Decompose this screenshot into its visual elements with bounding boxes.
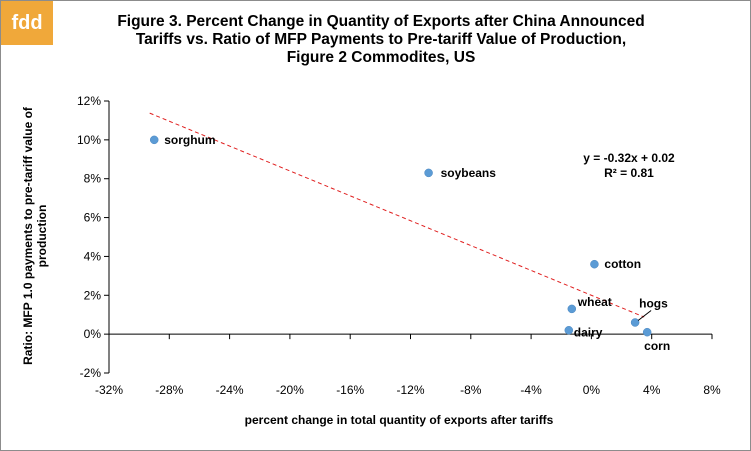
x-tick-label: -24% [216,383,244,397]
x-tick-label: -12% [396,383,424,397]
x-tick-label: 4% [643,383,661,397]
y-tick-label: 4% [84,249,102,263]
x-axis: -32% -28% -24% -20% -16% -12% -8% -4% 0% 4% 8% [95,333,721,397]
point-label-hogs: hogs [639,296,668,310]
fdd-logo: fdd [1,1,53,45]
y-axis-title-line-1: Ratio: MFP 1.0 payments to pre-tariff va… [21,106,35,365]
y-tick-label: 0% [84,327,102,341]
point-cotton [590,259,599,269]
y-tick-label: 8% [84,172,102,186]
y-tick-label: 12% [77,94,101,108]
point-label-wheat: wheat [577,295,612,309]
chart-title-line-2: Tariffs vs. Ratio of MFP Payments to Pre… [135,31,627,48]
x-tick-label: -28% [155,383,183,397]
hogs-leader-line [637,310,652,321]
point-label-corn: corn [644,339,670,353]
y-axis: -2% 0% 2% 4% 6% 8% 10% 12% [77,94,110,380]
x-tick-label: 0% [583,383,601,397]
y-tick-label: -2% [80,366,102,380]
point-label-dairy: dairy [574,325,603,339]
equation-text: y = -0.32x + 0.02 [583,151,675,165]
trendline [149,112,645,318]
point-dairy [564,326,574,335]
x-axis-title: percent change in total quantity of expo… [245,413,554,427]
x-tick-label: -4% [520,383,542,397]
point-soybeans [424,168,433,178]
trendline-line [149,112,645,318]
point-label-sorghum: sorghum [164,133,215,147]
y-tick-label: 6% [84,211,102,225]
chart-title-line-1: Figure 3. Percent Change in Quantity of … [117,13,645,30]
y-tick-label: 10% [77,133,101,147]
point-wheat [567,304,577,314]
trendline-equation: y = -0.32x + 0.02 R² = 0.81 [583,151,675,180]
point-corn [642,327,652,337]
y-tick-label: 2% [84,288,102,302]
x-tick-label: -8% [460,383,482,397]
data-points: sorghum soybeans cotton wheat dairy hogs corn [149,133,670,353]
x-tick-label: -32% [95,383,123,397]
point-hogs [630,318,640,327]
point-label-soybeans: soybeans [441,166,497,180]
x-tick-label: -16% [336,383,364,397]
chart-title-line-3: Figure 2 Commodites, US [286,49,476,66]
point-sorghum [149,135,159,145]
x-tick-label: 8% [703,383,721,397]
r-squared-text: R² = 0.81 [604,166,654,180]
y-axis-title-line-2: production [35,205,49,268]
chart-title: Figure 3. Percent Change in Quantity of … [61,13,701,67]
point-label-cotton: cotton [604,257,641,271]
x-tick-label: -20% [276,383,304,397]
